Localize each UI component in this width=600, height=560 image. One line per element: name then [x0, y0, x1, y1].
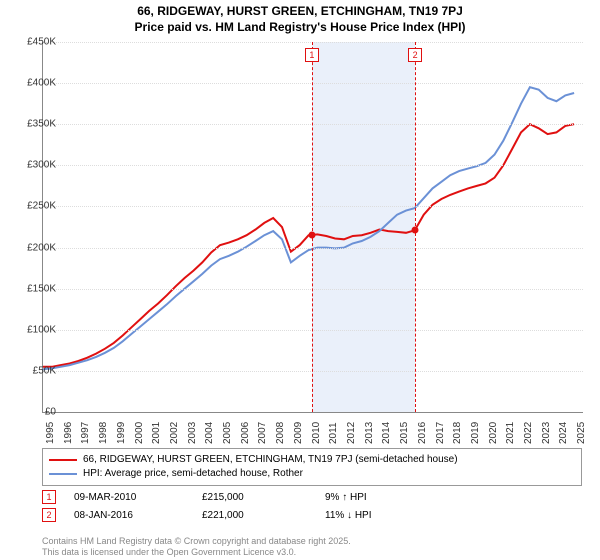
- grid-line: [43, 330, 583, 331]
- sales-date: 09-MAR-2010: [74, 492, 184, 503]
- x-tick-label: 2023: [541, 422, 552, 444]
- x-tick-label: 1996: [63, 422, 74, 444]
- grid-line: [43, 124, 583, 125]
- title-line-1: 66, RIDGEWAY, HURST GREEN, ETCHINGHAM, T…: [0, 4, 600, 20]
- sale-point-2: [412, 227, 419, 234]
- legend-row-hpi: HPI: Average price, semi-detached house,…: [49, 467, 575, 481]
- y-tick-label: £200K: [6, 242, 56, 253]
- footnote-line-2: This data is licensed under the Open Gov…: [42, 547, 351, 558]
- footnote-line-1: Contains HM Land Registry data © Crown c…: [42, 536, 351, 547]
- sales-price: £215,000: [202, 492, 307, 503]
- legend-swatch: [49, 459, 77, 461]
- sale-point-1: [308, 232, 315, 239]
- series-hpi: [43, 87, 574, 369]
- y-tick-label: £0: [6, 407, 56, 418]
- chart-plot-area: 12: [42, 42, 583, 413]
- sales-delta: 9% ↑ HPI: [325, 492, 435, 503]
- x-tick-label: 2000: [134, 422, 145, 444]
- marker-line-1: [312, 42, 313, 412]
- y-tick-label: £250K: [6, 201, 56, 212]
- legend-label: HPI: Average price, semi-detached house,…: [83, 467, 303, 481]
- x-tick-label: 2018: [452, 422, 463, 444]
- x-tick-label: 2012: [346, 422, 357, 444]
- x-tick-label: 2019: [470, 422, 481, 444]
- y-tick-label: £150K: [6, 283, 56, 294]
- sales-marker-box: 2: [42, 508, 56, 522]
- grid-line: [43, 206, 583, 207]
- y-tick-label: £300K: [6, 160, 56, 171]
- footnote: Contains HM Land Registry data © Crown c…: [42, 536, 351, 558]
- x-tick-label: 2003: [187, 422, 198, 444]
- x-tick-label: 2025: [576, 422, 587, 444]
- title-line-2: Price paid vs. HM Land Registry's House …: [0, 20, 600, 36]
- grid-line: [43, 289, 583, 290]
- x-tick-label: 2001: [151, 422, 162, 444]
- x-tick-label: 2013: [364, 422, 375, 444]
- y-tick-label: £350K: [6, 119, 56, 130]
- title-block: 66, RIDGEWAY, HURST GREEN, ETCHINGHAM, T…: [0, 0, 600, 35]
- x-tick-label: 2010: [311, 422, 322, 444]
- x-tick-label: 2007: [257, 422, 268, 444]
- chart-container: 66, RIDGEWAY, HURST GREEN, ETCHINGHAM, T…: [0, 0, 600, 560]
- x-tick-label: 2002: [169, 422, 180, 444]
- legend-label: 66, RIDGEWAY, HURST GREEN, ETCHINGHAM, T…: [83, 453, 458, 467]
- sales-row: 1 09-MAR-2010 £215,000 9% ↑ HPI: [42, 490, 582, 504]
- x-tick-label: 2006: [240, 422, 251, 444]
- marker-box-1: 1: [305, 48, 319, 62]
- x-tick-label: 2008: [275, 422, 286, 444]
- legend-row-price_paid: 66, RIDGEWAY, HURST GREEN, ETCHINGHAM, T…: [49, 453, 575, 467]
- marker-box-2: 2: [408, 48, 422, 62]
- x-tick-label: 2014: [381, 422, 392, 444]
- sales-delta: 11% ↓ HPI: [325, 510, 435, 521]
- x-tick-label: 1997: [80, 422, 91, 444]
- x-tick-label: 1995: [45, 422, 56, 444]
- x-tick-label: 2009: [293, 422, 304, 444]
- grid-line: [43, 371, 583, 372]
- x-tick-label: 2005: [222, 422, 233, 444]
- x-tick-label: 2015: [399, 422, 410, 444]
- grid-line: [43, 248, 583, 249]
- plot-svg: [43, 42, 583, 412]
- y-tick-label: £50K: [6, 365, 56, 376]
- sales-marker-box: 1: [42, 490, 56, 504]
- x-tick-label: 2016: [417, 422, 428, 444]
- y-tick-label: £400K: [6, 78, 56, 89]
- x-tick-label: 2022: [523, 422, 534, 444]
- x-tick-label: 2021: [505, 422, 516, 444]
- x-tick-label: 2024: [558, 422, 569, 444]
- legend: 66, RIDGEWAY, HURST GREEN, ETCHINGHAM, T…: [42, 448, 582, 486]
- x-tick-label: 1998: [98, 422, 109, 444]
- legend-swatch: [49, 473, 77, 475]
- sales-table: 1 09-MAR-2010 £215,000 9% ↑ HPI 2 08-JAN-2016…: [42, 490, 582, 526]
- grid-line: [43, 165, 583, 166]
- sales-date: 08-JAN-2016: [74, 510, 184, 521]
- grid-line: [43, 83, 583, 84]
- x-tick-label: 1999: [116, 422, 127, 444]
- sales-price: £221,000: [202, 510, 307, 521]
- x-tick-label: 2017: [435, 422, 446, 444]
- y-tick-label: £100K: [6, 324, 56, 335]
- y-tick-label: £450K: [6, 37, 56, 48]
- x-tick-label: 2020: [488, 422, 499, 444]
- grid-line: [43, 42, 583, 43]
- sales-row: 2 08-JAN-2016 £221,000 11% ↓ HPI: [42, 508, 582, 522]
- x-tick-label: 2011: [328, 422, 339, 444]
- x-tick-label: 2004: [204, 422, 215, 444]
